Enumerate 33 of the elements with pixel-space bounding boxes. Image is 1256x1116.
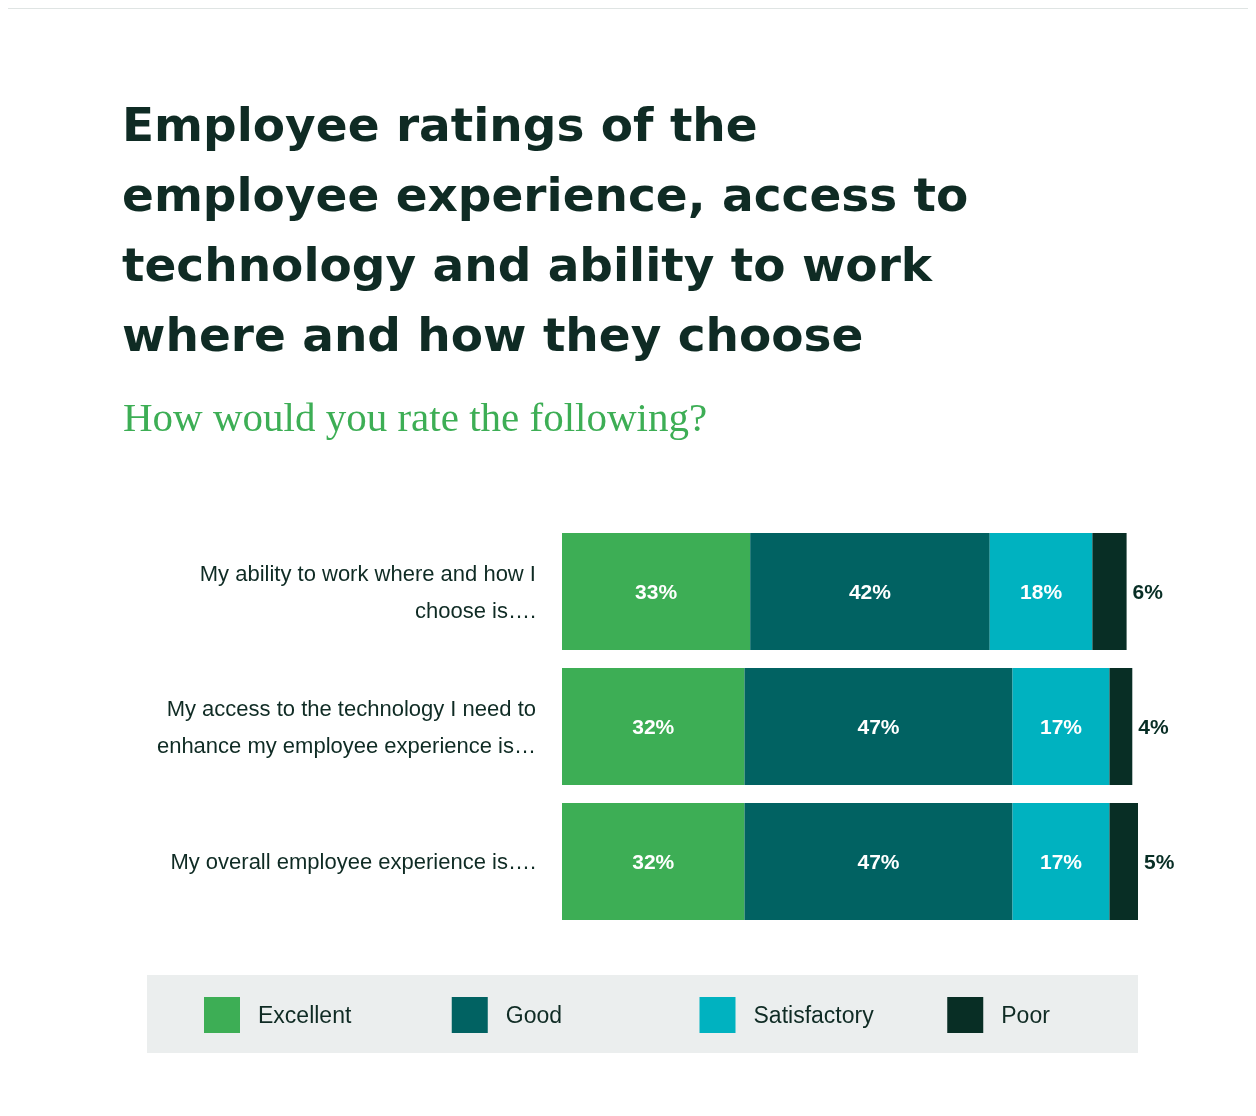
data-label: 33% [635,579,678,603]
data-label: 18% [1020,579,1063,603]
legend-label: Poor [1001,1002,1051,1029]
bar [744,803,1013,920]
y-tick-label: My ability to work where and how I choose is…. [199,560,536,623]
bar [744,668,1013,785]
y-tick-label: My access to the technology I need to enhance my employee experience is… [156,695,536,758]
bar [562,803,745,920]
bar [1109,803,1138,920]
y-tick-label: My overall employee experience is…. [170,849,536,875]
data-label: 4% [1138,714,1169,738]
chart-title: Employee ratings of the employee experience, access to technology and ability to work where and how they choose [122,96,970,364]
bar [1012,668,1110,785]
data-label: 5% [1144,849,1175,873]
data-label: 17% [1039,849,1083,873]
bar [562,533,751,650]
legend-label: Good [505,1002,563,1029]
bar [1012,803,1110,920]
bar [1092,533,1127,650]
bar [750,533,990,650]
data-label: 32% [632,849,675,873]
data-label: 17% [1039,714,1083,738]
data-label: 32% [632,714,675,738]
data-label: 47% [857,714,900,738]
bar [562,668,745,785]
data-label: 47% [857,849,900,873]
data-label: 6% [1132,579,1164,603]
bar [989,533,1093,650]
legend-label: Excellent [258,1002,352,1029]
data-label: 42% [848,579,892,603]
bar [1109,668,1133,785]
legend-label: Satisfactory [753,1002,875,1029]
chart-subtitle: How would you rate the following? [123,393,708,441]
